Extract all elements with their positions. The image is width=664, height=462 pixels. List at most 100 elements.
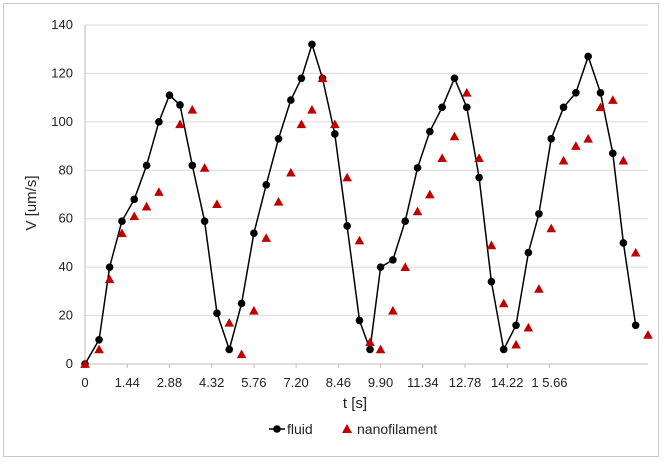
data-point-nanofilament [571, 141, 581, 150]
data-point-nanofilament [296, 119, 307, 129]
data-point-fluid [487, 277, 496, 286]
legend-marker-nanofilament [342, 424, 352, 433]
data-point-nanofilament [498, 298, 509, 308]
x-tick-label: 5.76 [241, 375, 266, 390]
data-point-nanofilament [425, 189, 435, 199]
data-point-fluid [308, 40, 316, 49]
x-tick-label: 2.88 [157, 375, 182, 390]
data-point-nanofilament [523, 322, 534, 332]
data-point-nanofilament [546, 223, 557, 233]
y-tick-label: 100 [51, 114, 73, 129]
series-fluid [81, 40, 640, 368]
x-tick-label: 14.22 [491, 375, 524, 390]
y-tick-label: 20 [59, 308, 73, 323]
data-point-nanofilament [224, 318, 235, 327]
data-point-nanofilament [412, 206, 423, 216]
data-point-nanofilament [437, 153, 447, 163]
data-point-nanofilament [643, 330, 653, 339]
data-point-fluid [389, 256, 397, 264]
data-point-nanofilament [273, 196, 284, 206]
data-point-fluid [165, 91, 174, 100]
data-point-fluid [188, 161, 197, 170]
data-point-nanofilament [104, 274, 115, 284]
data-point-nanofilament [342, 172, 352, 182]
data-point-fluid [499, 345, 508, 354]
data-point-fluid [95, 335, 103, 344]
data-point-nanofilament [474, 153, 484, 163]
data-point-fluid [547, 135, 556, 143]
data-point-fluid [512, 321, 520, 330]
y-tick-label: 120 [51, 65, 73, 80]
series-nanofilament [80, 73, 653, 368]
data-point-fluid [225, 345, 234, 354]
y-tick-label: 40 [59, 259, 73, 274]
data-point-nanofilament [511, 339, 521, 349]
x-tick-label: 12.78 [449, 375, 482, 390]
data-point-fluid [262, 181, 271, 189]
data-point-fluid [438, 103, 446, 112]
data-point-fluid [426, 127, 434, 136]
data-point-fluid [524, 248, 533, 257]
y-tick-label: 0 [66, 356, 73, 371]
data-point-fluid [105, 263, 114, 271]
data-point-fluid [631, 321, 640, 330]
data-point-fluid [237, 299, 246, 308]
data-point-nanofilament [286, 167, 296, 177]
legend-marker-fluid [273, 425, 281, 433]
data-point-nanofilament [449, 131, 460, 141]
data-point-nanofilament [583, 134, 593, 143]
legend: fluid nanofilament [269, 421, 437, 437]
data-point-nanofilament [187, 104, 198, 114]
data-point-fluid [331, 130, 339, 138]
data-point-fluid [366, 345, 374, 354]
gridlines [85, 24, 648, 365]
data-point-nanofilament [595, 102, 606, 112]
data-point-nanofilament [94, 344, 104, 354]
data-point-fluid [572, 89, 580, 97]
x-tick-label: 7.20 [283, 375, 308, 390]
y-tick-labels: 0 20 40 60 80 100 120 140 [51, 17, 73, 371]
data-point-fluid [462, 103, 471, 112]
data-point-fluid [287, 96, 295, 104]
data-point-fluid [142, 161, 151, 170]
data-point-fluid [130, 195, 139, 204]
y-tick-label: 60 [59, 211, 73, 226]
x-tick-label: 1 5.66 [531, 375, 567, 390]
x-tick-label: 11.34 [407, 375, 439, 390]
data-point-fluid [584, 52, 592, 61]
data-point-nanofilament [534, 284, 544, 293]
data-point-nanofilament [365, 337, 375, 347]
y-tick-label: 80 [59, 162, 73, 177]
data-point-nanofilament [630, 247, 641, 257]
data-point-fluid [297, 74, 306, 83]
data-point-nanofilament [388, 305, 398, 315]
data-point-nanofilament [199, 163, 210, 172]
x-tick-label: 8.46 [326, 375, 351, 390]
data-point-nanofilament [558, 155, 569, 165]
data-point-fluid [250, 229, 258, 238]
data-point-fluid [213, 309, 221, 317]
x-tick-label: 0 [81, 375, 88, 390]
data-point-nanofilament [141, 201, 152, 211]
data-point-nanofilament [175, 119, 185, 129]
data-point-fluid [559, 103, 568, 112]
y-tick-label: 140 [51, 17, 73, 32]
x-tick-label: 1.44 [115, 375, 140, 390]
data-point-nanofilament [249, 305, 259, 315]
data-point-nanofilament [354, 235, 365, 245]
series-layer [80, 40, 653, 368]
x-tick-labels: 0 1.44 2.88 4.32 5.76 7.20 8.46 9.90 11.34 12.78 1… [81, 364, 568, 390]
data-point-fluid [200, 217, 209, 225]
data-point-nanofilament [236, 349, 247, 359]
data-point-nanofilament [154, 187, 164, 196]
legend-label-nanofilament: nanofilament [357, 421, 437, 437]
data-point-nanofilament [129, 211, 140, 221]
data-point-fluid [274, 135, 283, 143]
data-point-nanofilament [212, 199, 222, 209]
data-point-fluid [535, 210, 543, 218]
data-point-fluid [376, 263, 385, 271]
data-point-fluid [401, 217, 410, 225]
data-point-nanofilament [307, 104, 317, 114]
data-point-fluid [118, 217, 126, 225]
